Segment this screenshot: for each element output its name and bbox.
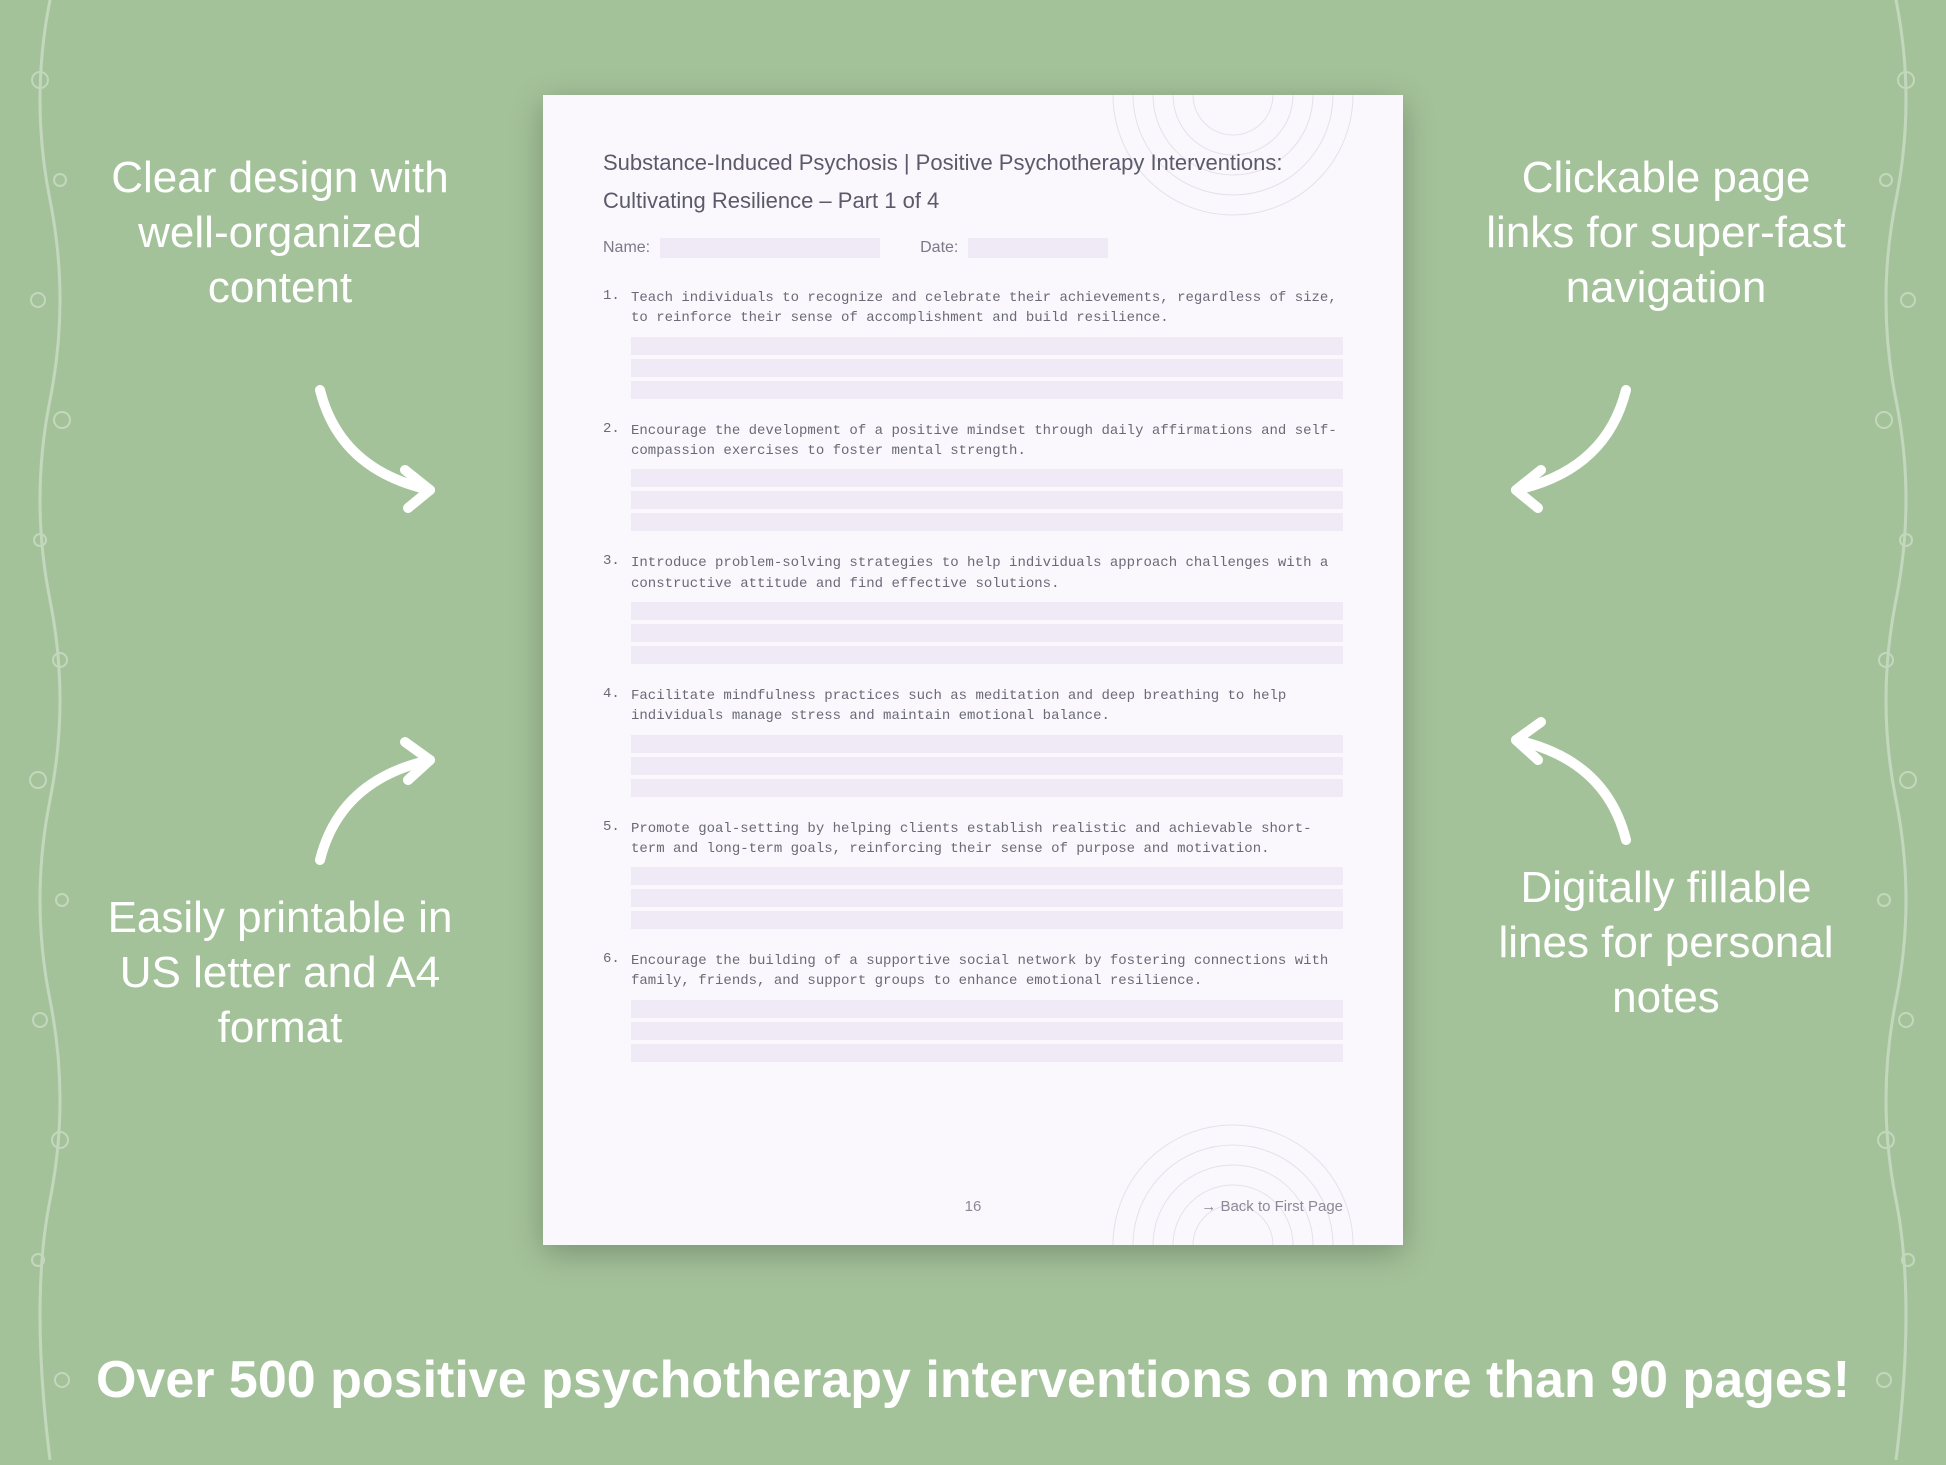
item-text: Encourage the development of a positive …	[631, 421, 1343, 462]
name-field: Name:	[603, 238, 880, 258]
page-number: 16	[965, 1198, 982, 1215]
list-item: 3. Introduce problem-solving strategies …	[603, 553, 1343, 664]
arrow-bottom-left-icon	[300, 720, 460, 880]
page-title: Substance-Induced Psychosis | Positive P…	[603, 145, 1343, 180]
list-item: 6. Encourage the building of a supportiv…	[603, 951, 1343, 1062]
fillable-lines[interactable]	[631, 735, 1343, 797]
item-number: 2.	[603, 421, 620, 437]
item-number: 3.	[603, 553, 620, 569]
list-item: 1. Teach individuals to recognize and ce…	[603, 288, 1343, 399]
mandala-decoration-bottom	[1103, 1115, 1363, 1245]
arrow-bottom-right-icon	[1486, 700, 1646, 860]
bottom-banner: Over 500 positive psychotherapy interven…	[0, 1350, 1946, 1410]
back-to-first-link[interactable]: → Back to First Page	[1201, 1198, 1343, 1215]
vine-decoration-right	[1856, 0, 1936, 1460]
item-number: 6.	[603, 951, 620, 967]
item-text: Teach individuals to recognize and celeb…	[631, 288, 1343, 329]
callout-bottom-right: Digitally fillable lines for personal no…	[1486, 860, 1846, 1025]
list-item: 4. Facilitate mindfulness practices such…	[603, 686, 1343, 797]
item-number: 1.	[603, 288, 620, 304]
date-label: Date:	[920, 239, 958, 257]
list-item: 5. Promote goal-setting by helping clien…	[603, 819, 1343, 930]
page-subtitle: Cultivating Resilience – Part 1 of 4	[603, 188, 1343, 214]
fillable-lines[interactable]	[631, 602, 1343, 664]
arrow-top-left-icon	[300, 370, 460, 530]
fillable-lines[interactable]	[631, 469, 1343, 531]
items-list: 1. Teach individuals to recognize and ce…	[603, 288, 1343, 1062]
list-item: 2. Encourage the development of a positi…	[603, 421, 1343, 532]
fillable-lines[interactable]	[631, 867, 1343, 929]
fillable-lines[interactable]	[631, 1000, 1343, 1062]
item-number: 5.	[603, 819, 620, 835]
callout-top-left: Clear design with well-organized content	[100, 150, 460, 315]
item-number: 4.	[603, 686, 620, 702]
page-footer: 16 → Back to First Page	[603, 1198, 1343, 1215]
meta-row: Name: Date:	[603, 238, 1343, 258]
item-text: Introduce problem-solving strategies to …	[631, 553, 1343, 594]
fillable-lines[interactable]	[631, 337, 1343, 399]
vine-decoration-left	[10, 0, 90, 1460]
date-field: Date:	[920, 238, 1108, 258]
name-input-line[interactable]	[660, 238, 880, 258]
arrow-top-right-icon	[1486, 370, 1646, 530]
callout-bottom-left: Easily printable in US letter and A4 for…	[100, 890, 460, 1055]
item-text: Promote goal-setting by helping clients …	[631, 819, 1343, 860]
item-text: Facilitate mindfulness practices such as…	[631, 686, 1343, 727]
document-page: Substance-Induced Psychosis | Positive P…	[543, 95, 1403, 1245]
item-text: Encourage the building of a supportive s…	[631, 951, 1343, 992]
name-label: Name:	[603, 239, 650, 257]
callout-top-right: Clickable page links for super-fast navi…	[1486, 150, 1846, 315]
date-input-line[interactable]	[968, 238, 1108, 258]
